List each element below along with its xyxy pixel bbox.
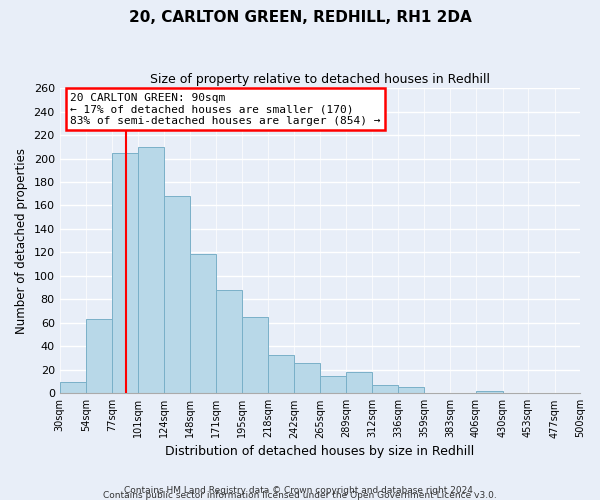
Bar: [242, 317, 268, 394]
Bar: [295, 363, 320, 394]
Text: 20 CARLTON GREEN: 90sqm
← 17% of detached houses are smaller (170)
83% of semi-d: 20 CARLTON GREEN: 90sqm ← 17% of detache…: [70, 92, 380, 126]
Bar: [476, 391, 503, 394]
Bar: [138, 147, 164, 394]
Bar: [112, 152, 138, 394]
Text: 20, CARLTON GREEN, REDHILL, RH1 2DA: 20, CARLTON GREEN, REDHILL, RH1 2DA: [128, 10, 472, 25]
Bar: [320, 376, 346, 394]
Bar: [398, 388, 424, 394]
Text: Contains HM Land Registry data © Crown copyright and database right 2024.: Contains HM Land Registry data © Crown c…: [124, 486, 476, 495]
Bar: [268, 354, 295, 394]
Bar: [59, 382, 86, 394]
Bar: [164, 196, 190, 394]
X-axis label: Distribution of detached houses by size in Redhill: Distribution of detached houses by size …: [165, 444, 475, 458]
Bar: [86, 320, 112, 394]
Bar: [372, 385, 398, 394]
Title: Size of property relative to detached houses in Redhill: Size of property relative to detached ho…: [150, 72, 490, 86]
Bar: [216, 290, 242, 394]
Bar: [346, 372, 372, 394]
Text: Contains public sector information licensed under the Open Government Licence v3: Contains public sector information licen…: [103, 491, 497, 500]
Y-axis label: Number of detached properties: Number of detached properties: [15, 148, 28, 334]
Bar: [190, 254, 216, 394]
